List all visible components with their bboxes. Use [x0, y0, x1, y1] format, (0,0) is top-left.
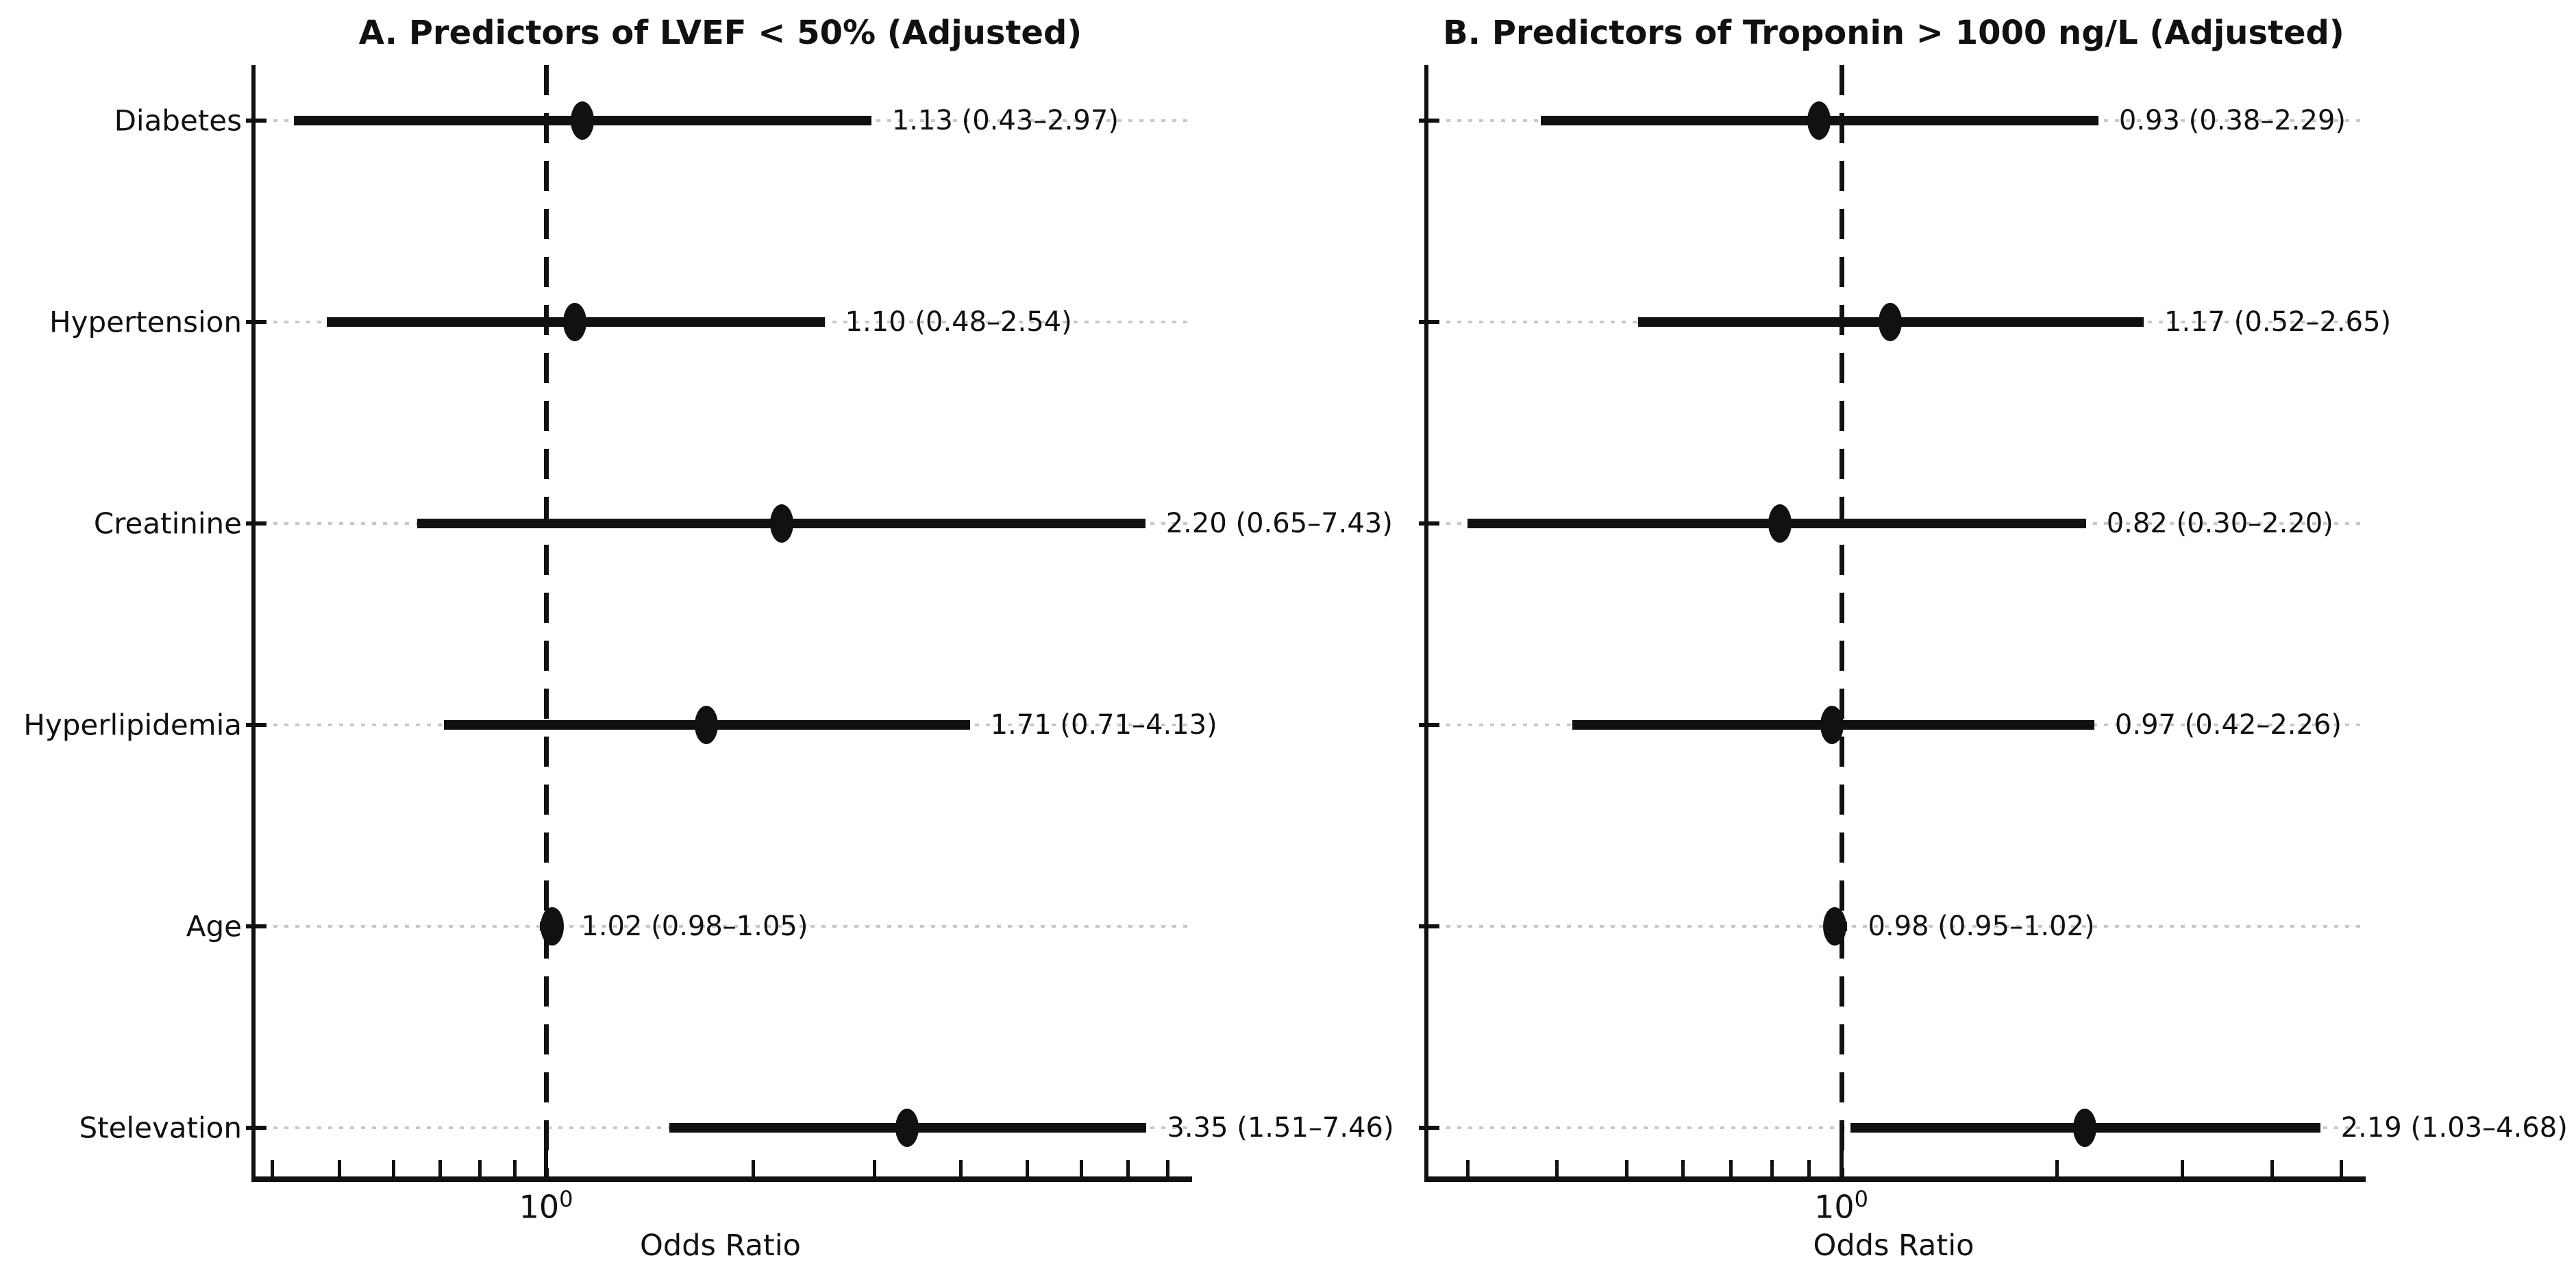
x-tick-minor: [438, 1160, 442, 1176]
x-tick-minor: [337, 1160, 341, 1176]
x-tick-major: [1839, 1149, 1844, 1176]
forest-marker: [895, 1109, 919, 1147]
or-annotation: 1.10 (0.48–2.54): [845, 306, 1072, 338]
or-annotation: 0.97 (0.42–2.26): [2114, 709, 2342, 741]
row-label: Creatinine: [93, 506, 242, 541]
row-label: Hypertension: [49, 305, 242, 339]
or-annotation: 0.98 (0.95–1.02): [1868, 911, 2095, 942]
reference-line: [1839, 65, 1844, 1176]
x-tick-minor: [752, 1160, 756, 1176]
or-annotation: 3.35 (1.51–7.46): [1167, 1112, 1394, 1144]
forest-marker: [562, 303, 586, 341]
x-tick-minor: [1165, 1160, 1169, 1176]
x-tick-minor: [958, 1160, 963, 1176]
x-tick-label: 100: [519, 1186, 573, 1226]
panel-b-title: B. Predictors of Troponin > 1000 ng/L (A…: [1443, 14, 2344, 52]
x-tick-minor: [1080, 1160, 1084, 1176]
y-tick: [246, 924, 267, 928]
y-axis-spine: [1424, 65, 1428, 1182]
forest-marker: [571, 101, 595, 140]
x-tick-minor: [1466, 1160, 1470, 1176]
x-tick-minor: [1770, 1160, 1774, 1176]
forest-marker: [1768, 504, 1792, 543]
x-tick-minor: [1126, 1160, 1130, 1176]
x-tick-minor: [1681, 1160, 1685, 1176]
or-annotation: 1.02 (0.98–1.05): [581, 911, 808, 942]
y-tick: [246, 723, 267, 727]
or-annotation: 1.71 (0.71–4.13): [990, 709, 1217, 741]
x-tick-minor: [2339, 1160, 2343, 1176]
forest-marker: [2072, 1109, 2096, 1147]
y-tick: [246, 119, 267, 123]
y-tick: [1419, 320, 1439, 324]
y-tick: [1419, 723, 1439, 727]
or-annotation: 2.19 (1.03–4.68): [2340, 1112, 2568, 1144]
y-tick: [1419, 119, 1439, 123]
or-annotation: 1.13 (0.43–2.97): [891, 105, 1119, 136]
x-tick-label: 100: [1814, 1186, 1868, 1226]
or-annotation: 1.17 (0.52–2.65): [2164, 306, 2392, 338]
x-tick-minor: [873, 1160, 877, 1176]
x-tick-minor: [392, 1160, 396, 1176]
x-tick-minor: [1807, 1160, 1811, 1176]
x-tick-minor: [2055, 1160, 2059, 1176]
forest-marker: [1878, 303, 1902, 341]
x-tick-minor: [1624, 1160, 1628, 1176]
row-gridline: [251, 925, 1189, 928]
y-tick: [246, 320, 267, 324]
forest-marker: [1807, 101, 1831, 140]
x-tick-minor: [478, 1160, 482, 1176]
forest-marker: [769, 504, 793, 543]
x-tick-minor: [1729, 1160, 1733, 1176]
or-annotation: 0.93 (0.38–2.29): [2118, 105, 2346, 136]
forest-marker: [695, 706, 719, 744]
row-label: Age: [186, 909, 242, 943]
or-annotation: 0.82 (0.30–2.20): [2106, 508, 2333, 539]
y-tick: [246, 521, 267, 526]
x-axis-title: Odds Ratio: [640, 1229, 801, 1263]
row-label: Diabetes: [114, 103, 242, 138]
y-tick: [1419, 924, 1439, 928]
x-tick-major: [544, 1149, 549, 1176]
reference-line: [544, 65, 549, 1176]
or-annotation: 2.20 (0.65–7.43): [1165, 508, 1393, 539]
x-tick-minor: [2270, 1160, 2274, 1176]
x-tick-minor: [513, 1160, 517, 1176]
x-axis-line: [251, 1176, 1192, 1182]
y-tick: [1419, 1126, 1439, 1130]
x-axis-title: Odds Ratio: [1813, 1229, 1974, 1263]
row-gridline: [1424, 925, 2363, 928]
x-tick-minor: [1025, 1160, 1029, 1176]
x-tick-minor: [1555, 1160, 1559, 1176]
row-label: Stelevation: [79, 1111, 242, 1145]
y-tick: [1419, 521, 1439, 526]
panel-a-title: A. Predictors of LVEF < 50% (Adjusted): [358, 14, 1082, 52]
x-axis-line: [1424, 1176, 2366, 1182]
y-axis-spine: [251, 65, 256, 1182]
y-tick: [246, 1126, 267, 1130]
x-tick-minor: [2181, 1160, 2185, 1176]
x-tick-minor: [271, 1160, 275, 1176]
row-label: Hyperlipidemia: [23, 708, 242, 742]
